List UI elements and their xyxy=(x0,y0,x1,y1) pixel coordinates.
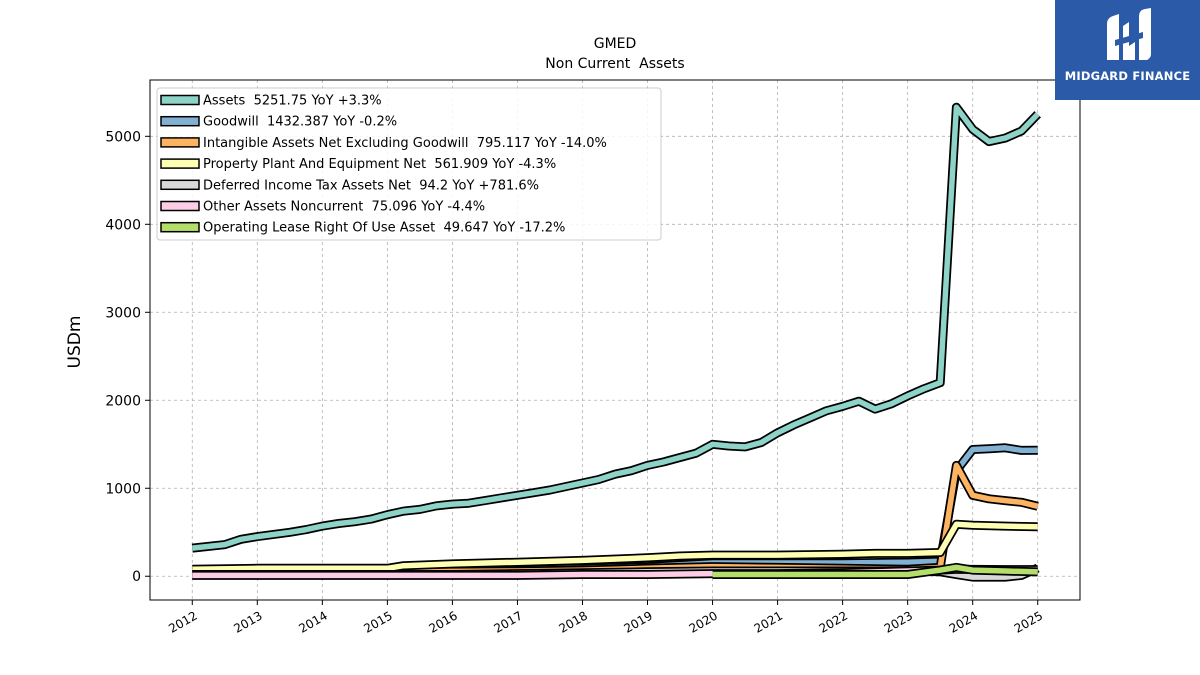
legend-swatch-4 xyxy=(160,179,200,191)
legend-label-4: Deferred Income Tax Assets Net 94.2 YoY … xyxy=(203,178,539,193)
legend-swatch-6 xyxy=(160,221,200,233)
y-tick-label-0: 0 xyxy=(132,569,141,585)
legend-swatch-3 xyxy=(160,158,200,169)
y-tick-label-5000: 5000 xyxy=(105,129,141,145)
legend-swatch-2 xyxy=(160,137,200,148)
x-tick-label-2018: 2018 xyxy=(557,608,590,635)
y-axis-label: USDm xyxy=(65,316,85,369)
legend-swatch-5 xyxy=(160,200,200,212)
x-tick-label-2014: 2014 xyxy=(296,608,329,635)
legend-swatch-0 xyxy=(160,94,200,106)
x-tick-label-2017: 2017 xyxy=(491,608,524,635)
legend-label-2: Intangible Assets Net Excluding Goodwill… xyxy=(203,136,607,151)
y-tick-label-2000: 2000 xyxy=(105,393,141,409)
x-tick-label-2015: 2015 xyxy=(361,608,394,635)
legend-label-5: Other Assets Noncurrent 75.096 YoY -4.4% xyxy=(203,200,485,215)
x-tick-label-2025: 2025 xyxy=(1012,608,1045,635)
logo-mark-icon xyxy=(1107,8,1151,60)
series-line-0 xyxy=(192,104,1040,551)
legend-label-0: Assets 5251.75 YoY +3.3% xyxy=(203,94,382,109)
legend-label-3: Property Plant And Equipment Net 561.909… xyxy=(203,157,556,172)
legend-box xyxy=(156,87,662,241)
legend-label-6: Operating Lease Right Of Use Asset 49.64… xyxy=(203,221,565,236)
series-group xyxy=(191,102,1041,582)
x-tick-label-2019: 2019 xyxy=(622,608,655,635)
series-line-3 xyxy=(192,521,1038,572)
logo-text: MIDGARD FINANCE xyxy=(1064,69,1191,83)
chart-subtitle: Non Current Assets xyxy=(545,56,684,72)
brand-logo: MIDGARD FINANCE xyxy=(1055,0,1200,100)
legend-label-1: Goodwill 1432.387 YoY -0.2% xyxy=(203,115,397,130)
plot-frame xyxy=(149,79,1081,601)
x-tick-label-2016: 2016 xyxy=(426,608,459,635)
y-tick-label-3000: 3000 xyxy=(105,305,141,321)
x-tick-label-2012: 2012 xyxy=(166,608,199,635)
series-line-6 xyxy=(712,564,1038,578)
x-tick-label-2022: 2022 xyxy=(817,608,850,635)
y-tick-label-4000: 4000 xyxy=(105,217,141,233)
x-tick-label-2020: 2020 xyxy=(687,608,720,635)
x-tick-label-2021: 2021 xyxy=(752,608,785,635)
chart-title: GMED xyxy=(594,36,637,52)
x-tick-label-2024: 2024 xyxy=(947,608,980,635)
legend: Assets 5251.75 YoY +3.3% Goodwill 1432.38… xyxy=(156,87,662,241)
x-tick-label-2013: 2013 xyxy=(231,608,264,635)
x-tick-label-2023: 2023 xyxy=(882,608,915,635)
legend-swatch-1 xyxy=(160,115,200,127)
y-tick-label-1000: 1000 xyxy=(105,481,141,497)
